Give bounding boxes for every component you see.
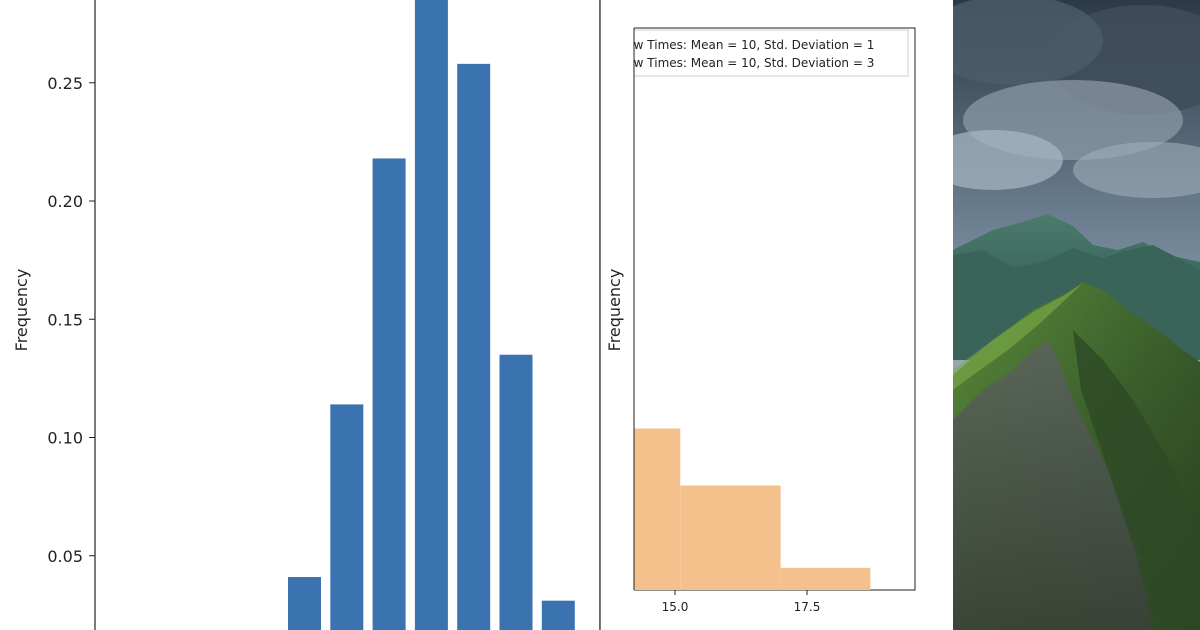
histogram-bar <box>499 354 533 630</box>
histogram-bar <box>414 0 448 630</box>
y-tick-label: 0.15 <box>47 310 83 329</box>
y-tick-label: 0.10 <box>47 429 83 448</box>
histogram-bar <box>541 600 575 630</box>
right-histogram: 15.0 17.5 Frequency View Times: Mean = 10, … <box>599 0 916 630</box>
legend-entry: View Times: Mean = 10, Std. Deviation = … <box>615 56 874 70</box>
mountain-landscape-photo <box>953 0 1200 630</box>
legend-box <box>605 29 909 77</box>
histogram-bar <box>330 404 364 630</box>
panel-crop-mask <box>600 0 634 630</box>
histogram-bar <box>288 577 321 630</box>
histogram-bar <box>780 567 871 590</box>
x-tick-label: 15.0 <box>662 600 689 614</box>
y-tick-label: 0.25 <box>47 74 83 93</box>
y-axis-label-overlay: Frequency <box>605 269 624 352</box>
histogram-bar <box>372 158 406 630</box>
legend-entry: View Times: Mean = 10, Std. Deviation = … <box>615 38 874 52</box>
y-tick-label: 0.20 <box>47 192 83 211</box>
x-tick-label: 17.5 <box>794 600 821 614</box>
y-axis-label: Frequency <box>12 269 31 352</box>
histogram-bar <box>457 63 491 630</box>
histogram-bar <box>680 485 781 590</box>
y-tick-label: 0.05 <box>47 547 83 566</box>
left-histogram: 0.05 0.10 0.15 0.20 0.25 Frequency <box>12 0 600 630</box>
